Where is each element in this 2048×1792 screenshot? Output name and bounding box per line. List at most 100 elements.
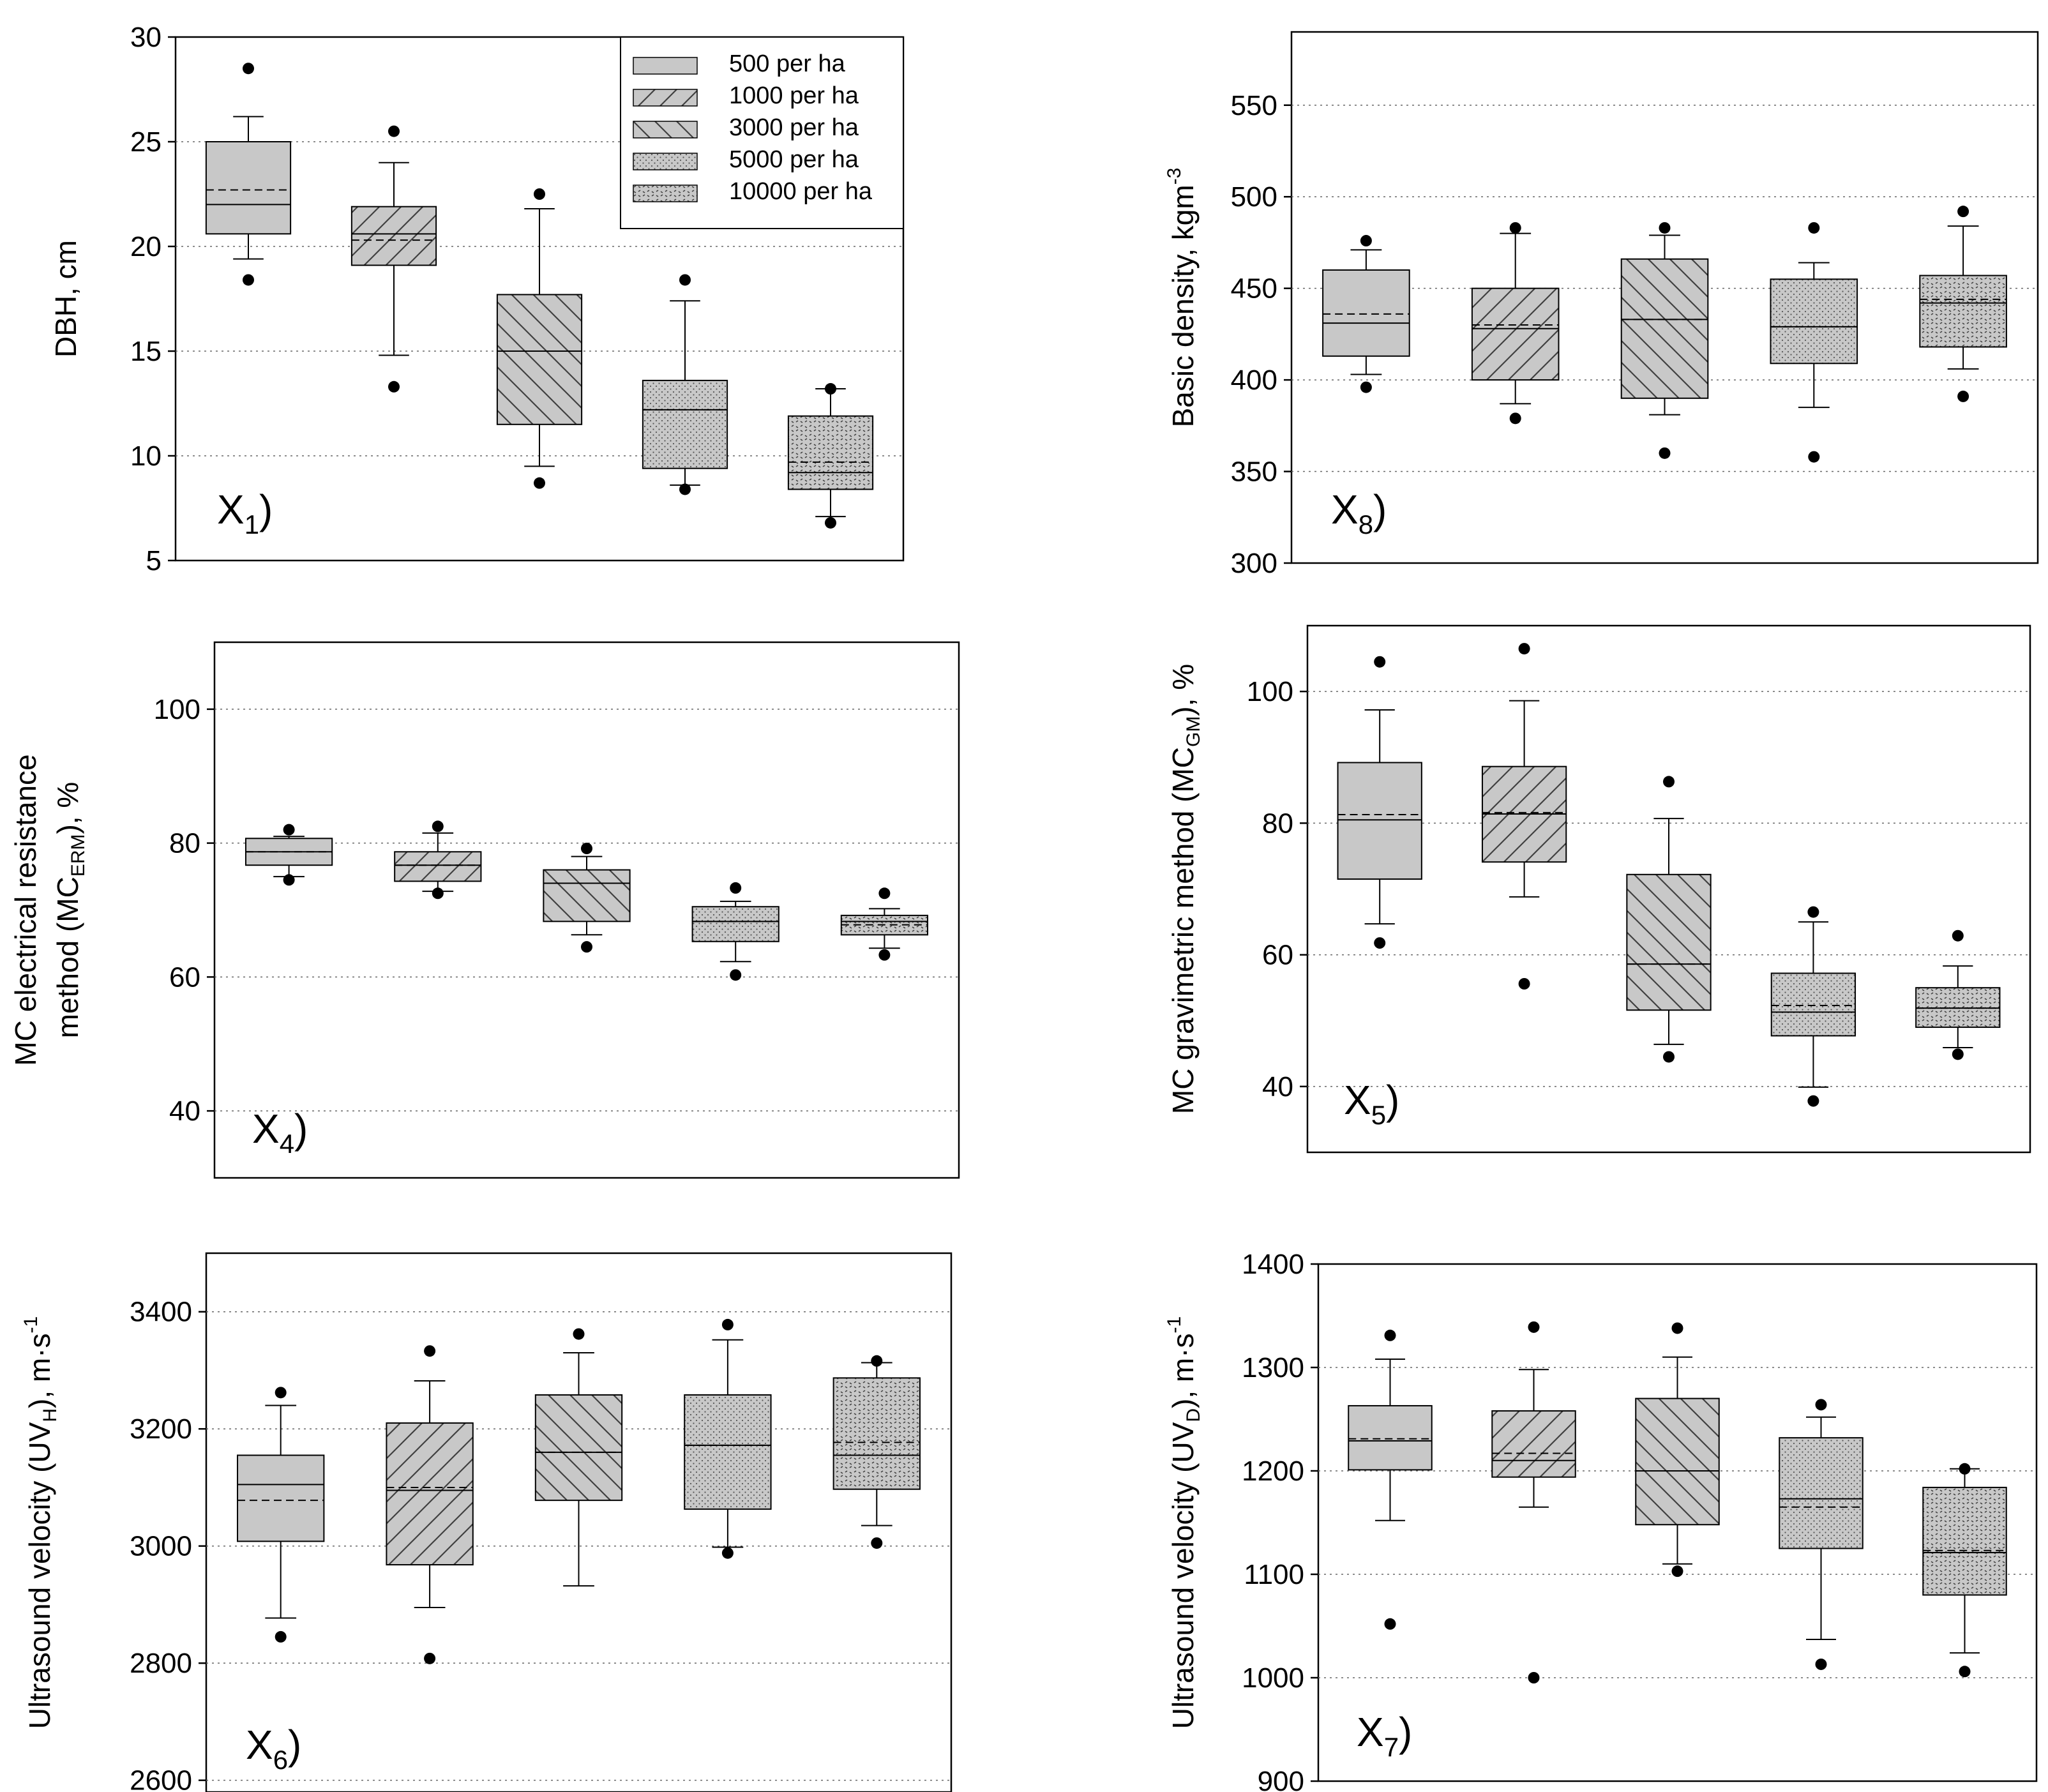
- box-3: [1626, 776, 1712, 1063]
- box-body: [237, 1454, 325, 1542]
- outlier-point: [1518, 643, 1530, 655]
- outlier-point: [432, 820, 444, 832]
- panel-label-paren: ): [288, 1722, 301, 1768]
- panel-label-paren: ): [1373, 486, 1387, 532]
- outlier-point: [1807, 1095, 1819, 1107]
- outlier-point: [573, 1328, 585, 1340]
- box-3: [534, 1328, 623, 1587]
- y-tick-label: 10: [130, 440, 162, 472]
- panel-label-paren: ): [259, 486, 273, 532]
- outlier-point: [1509, 222, 1521, 234]
- outlier-point: [825, 383, 836, 395]
- outlier-point: [730, 969, 742, 981]
- outlier-point: [878, 949, 891, 961]
- y-tick-label: 500: [1231, 181, 1277, 213]
- panel-label-paren: ): [1386, 1077, 1399, 1123]
- box-2: [394, 820, 482, 900]
- outlier-point: [275, 1630, 287, 1643]
- y-tick-label: 40: [1262, 1071, 1293, 1103]
- y-tick-label: 1300: [1242, 1352, 1304, 1383]
- box-5: [1915, 930, 2001, 1060]
- y-tick-label: 60: [1262, 940, 1293, 971]
- outlier-point: [388, 125, 400, 137]
- y-tick-label: 400: [1231, 365, 1277, 396]
- box-body: [1922, 1486, 2007, 1596]
- box-body: [1770, 278, 1858, 365]
- box-5: [1919, 206, 2007, 402]
- box-body: [1322, 269, 1410, 357]
- panel-label-sub: 5: [1371, 1100, 1386, 1130]
- box-3: [1620, 222, 1709, 459]
- y-tick-label: 1100: [1244, 1559, 1304, 1590]
- outlier-point: [1528, 1672, 1540, 1683]
- y-axis-title: DBH, cm: [49, 240, 82, 358]
- outlier-point: [1663, 1051, 1675, 1063]
- box-body: [543, 869, 631, 922]
- y-tick-label: 2800: [130, 1648, 192, 1679]
- outlier-point: [1360, 235, 1372, 247]
- outlier-point: [388, 380, 400, 393]
- legend-swatch-diag-up: [633, 89, 698, 107]
- y-tick-label: 1200: [1242, 1456, 1304, 1487]
- panel-basic-density: 300 350 400 450 500 550 X8) Basic density, kgm-…: [1164, 31, 2039, 579]
- y-axis-title: Ultrasound velocity (UVD), m·s-1: [1164, 1316, 1204, 1729]
- y-tick-label: 30: [130, 22, 162, 53]
- y-axis-title-sub: D: [1183, 1408, 1204, 1422]
- panel-label-paren: ): [1399, 1709, 1412, 1755]
- box-body: [394, 851, 482, 882]
- legend-entry: 10000 per ha: [633, 178, 873, 205]
- panel-mc-gm: 40 60 80 100 X5) MC gravimetric method (MCGM)…: [1166, 624, 2031, 1154]
- legend-swatch-solid: [633, 57, 698, 75]
- y-tick-label: 1400: [1242, 1249, 1304, 1280]
- y-axis-title-sub: ERM: [68, 834, 89, 877]
- box-1: [1337, 656, 1422, 949]
- legend-swatch-coarse-dots: [633, 184, 698, 202]
- box-body: [534, 1394, 623, 1502]
- box-1: [205, 63, 292, 286]
- legend-label: 1000 per ha: [729, 82, 859, 109]
- outlier-point: [871, 1537, 883, 1549]
- panel-label: X8): [1331, 486, 1387, 539]
- outlier-point: [1952, 930, 1964, 942]
- y-tick-label: 25: [130, 126, 162, 158]
- outlier-point: [1518, 978, 1530, 990]
- box-body: [787, 415, 874, 490]
- y-axis-title: method (MCERM), %: [51, 782, 89, 1039]
- panel-label-sub: 8: [1359, 509, 1373, 539]
- y-tick-label: 2600: [130, 1765, 192, 1792]
- box-body: [1779, 1437, 1864, 1549]
- legend-label: 10000 per ha: [729, 178, 873, 205]
- box-3: [1635, 1322, 1720, 1577]
- y-tick-label: 40: [169, 1096, 200, 1127]
- y-tick-label: 100: [1247, 676, 1293, 707]
- outlier-point: [243, 274, 254, 286]
- box-5: [787, 383, 874, 529]
- legend-entry: 1000 per ha: [633, 82, 859, 109]
- y-axis-title-sup: -3: [1164, 168, 1185, 185]
- outlier-point: [1663, 776, 1675, 788]
- box-body: [1770, 972, 1856, 1037]
- box-body: [642, 379, 728, 469]
- box-1: [1348, 1329, 1433, 1630]
- y-axis-title-sup: -1: [1164, 1316, 1185, 1334]
- y-tick-label: 1000: [1242, 1662, 1304, 1694]
- outlier-point: [1957, 206, 1969, 218]
- outlier-point: [534, 477, 545, 489]
- y-tick-label: 3400: [130, 1297, 192, 1328]
- outlier-point: [1671, 1322, 1683, 1334]
- box-3: [543, 843, 631, 953]
- y-tick-label: 80: [1262, 808, 1293, 839]
- outlier-point: [1808, 451, 1820, 463]
- box-1: [237, 1387, 325, 1643]
- outlier-point: [534, 188, 545, 200]
- box-body: [1620, 258, 1709, 399]
- outlier-point: [243, 63, 254, 75]
- panel-label-sub: 6: [273, 1745, 288, 1775]
- outlier-point: [1384, 1618, 1396, 1630]
- y-axis-title-suffix: ), %: [51, 782, 84, 834]
- box-body: [1491, 1410, 1576, 1478]
- y-tick-label: 80: [169, 828, 200, 859]
- box-1: [245, 824, 333, 886]
